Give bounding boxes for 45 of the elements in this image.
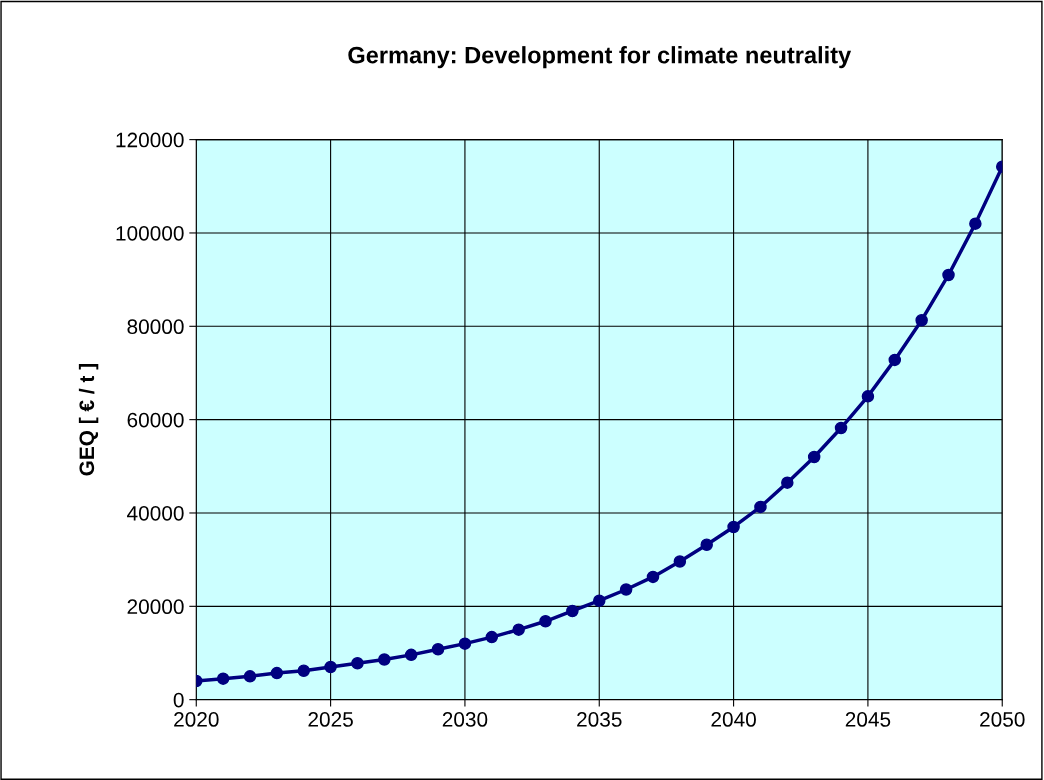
- point: [270, 666, 284, 680]
- y-axis-title: GEQ [ € / t ]: [78, 364, 99, 476]
- point: [593, 594, 606, 607]
- x-tick-label: 2025: [308, 712, 353, 727]
- y-tick-label: 20000: [127, 599, 184, 615]
- point: [727, 520, 740, 534]
- point: [404, 648, 418, 662]
- y-tick-label: 80000: [127, 319, 184, 335]
- x-tick-label: 2030: [442, 712, 488, 727]
- point: [324, 660, 337, 674]
- y-tick-label: 0: [173, 692, 184, 708]
- point: [915, 313, 928, 327]
- point: [351, 657, 364, 670]
- point: [807, 450, 821, 464]
- x-tick-label: 2035: [577, 712, 622, 727]
- y-tick-label: 120000: [116, 132, 184, 148]
- x-tick-label: 2040: [711, 712, 756, 727]
- point: [700, 538, 713, 551]
- y-tick-label: 60000: [127, 412, 184, 428]
- x-tick-label: 2045: [845, 712, 891, 727]
- point: [646, 570, 660, 584]
- point: [673, 555, 687, 568]
- point: [942, 268, 955, 282]
- point: [458, 637, 472, 650]
- point: [888, 353, 902, 367]
- point: [378, 653, 391, 666]
- point: [781, 476, 794, 489]
- point: [431, 643, 445, 656]
- point: [485, 630, 499, 644]
- point: [619, 583, 633, 596]
- y-tick-label: 40000: [127, 505, 184, 521]
- point: [834, 421, 848, 435]
- point: [754, 500, 767, 514]
- point: [216, 672, 230, 685]
- y-tick-label: 100000: [116, 225, 184, 241]
- point: [566, 604, 579, 618]
- x-tick-label: 2020: [174, 712, 219, 727]
- point: [512, 623, 525, 636]
- point: [297, 664, 310, 677]
- point: [539, 615, 552, 628]
- chart-title: Germany: Development for climate neutrality: [348, 46, 852, 69]
- point: [969, 217, 982, 230]
- point: [243, 670, 257, 683]
- x-tick-label: 2050: [980, 712, 1025, 727]
- point: [861, 390, 875, 403]
